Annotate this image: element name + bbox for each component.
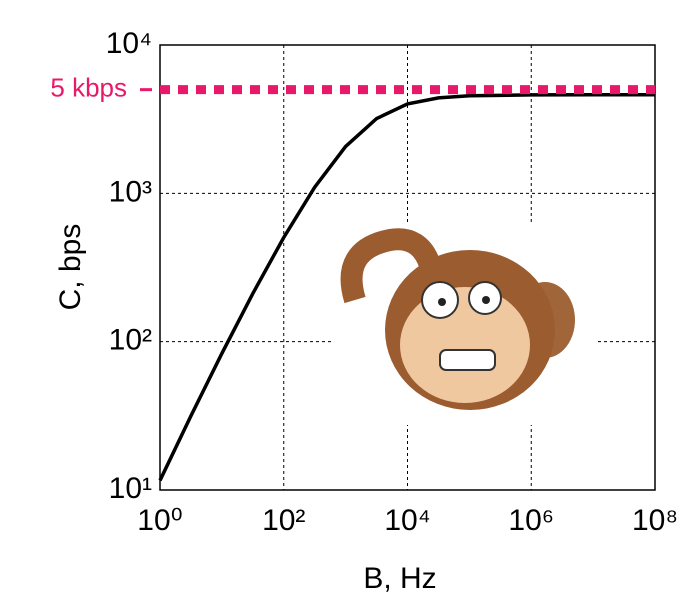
- monkey-pupil: [438, 298, 446, 306]
- chart: B, Hz C, bps 10⁰ 10² 10⁴ 10⁶ 10⁸ 10¹ 10² 10³ 10⁴…: [0, 0, 681, 595]
- monkey-pupil: [482, 296, 490, 304]
- x-tick-label: 10⁸: [632, 504, 678, 537]
- x-tick-label: 10⁶: [508, 504, 554, 537]
- y-tick-label: 10¹: [109, 472, 152, 505]
- reference-label: 5 kbps: [50, 73, 127, 103]
- x-axis-label: B, Hz: [363, 562, 436, 595]
- y-tick-label: 10³: [109, 175, 152, 208]
- monkey-face: [400, 287, 530, 403]
- y-tick-label: 10⁴: [106, 27, 152, 60]
- monkey-teeth: [440, 350, 495, 370]
- y-tick-label: 10²: [109, 324, 152, 357]
- x-tick-label: 10⁴: [384, 504, 430, 537]
- monkey-picture: [333, 222, 597, 425]
- x-tick-label: 10⁰: [137, 504, 182, 537]
- y-axis-label: C, bps: [54, 224, 87, 311]
- x-tick-label: 10²: [262, 504, 305, 537]
